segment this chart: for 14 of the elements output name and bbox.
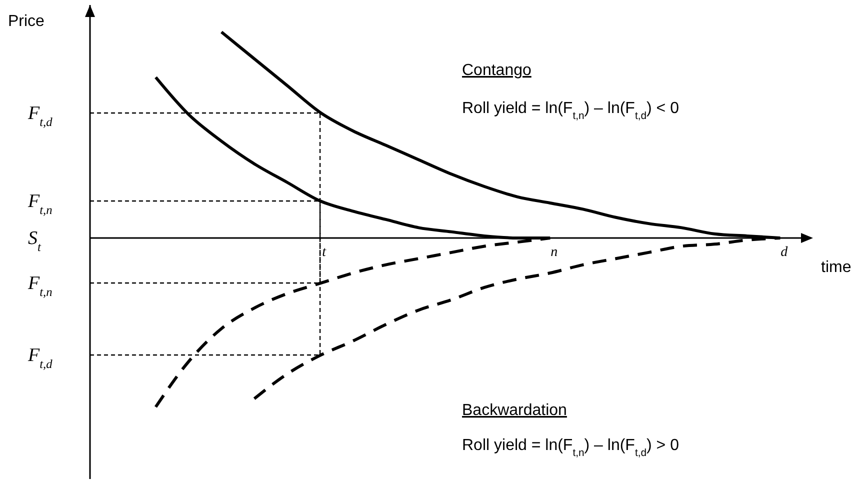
- text: Roll yield = ln(F$_{t,n}$) – ln(F$_{t,d}$) > 0: [462, 437, 680, 458]
- annotation: Backwardation: [462, 402, 567, 419]
- annotation: Roll yield = ln(F$_{t,n}$) – ln(F$_{t,d}$) < 0: [462, 100, 680, 122]
- y-axis-title: Price: [8, 13, 45, 30]
- x-axis-title: time: [821, 259, 852, 276]
- x-tick-label: d: [780, 245, 789, 260]
- text: F$_{t,n}$: [27, 273, 52, 299]
- text: F$_{t,n}$: [27, 191, 52, 217]
- text: S$_{t}$: [28, 228, 42, 254]
- text: F$_{t,d}$: [27, 345, 54, 371]
- x-tick-label: t: [322, 245, 328, 260]
- x-tick-label: n: [550, 245, 558, 260]
- text: F$_{t,d}$: [27, 103, 54, 129]
- annotation: Contango: [462, 62, 532, 79]
